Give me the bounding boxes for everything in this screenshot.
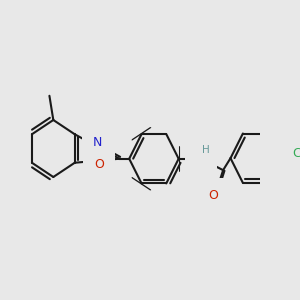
Text: O: O — [94, 158, 104, 171]
Text: O: O — [208, 189, 218, 202]
Text: N: N — [93, 136, 102, 149]
Text: N: N — [196, 152, 206, 165]
Text: H: H — [202, 146, 209, 155]
Text: Cl: Cl — [292, 147, 300, 160]
